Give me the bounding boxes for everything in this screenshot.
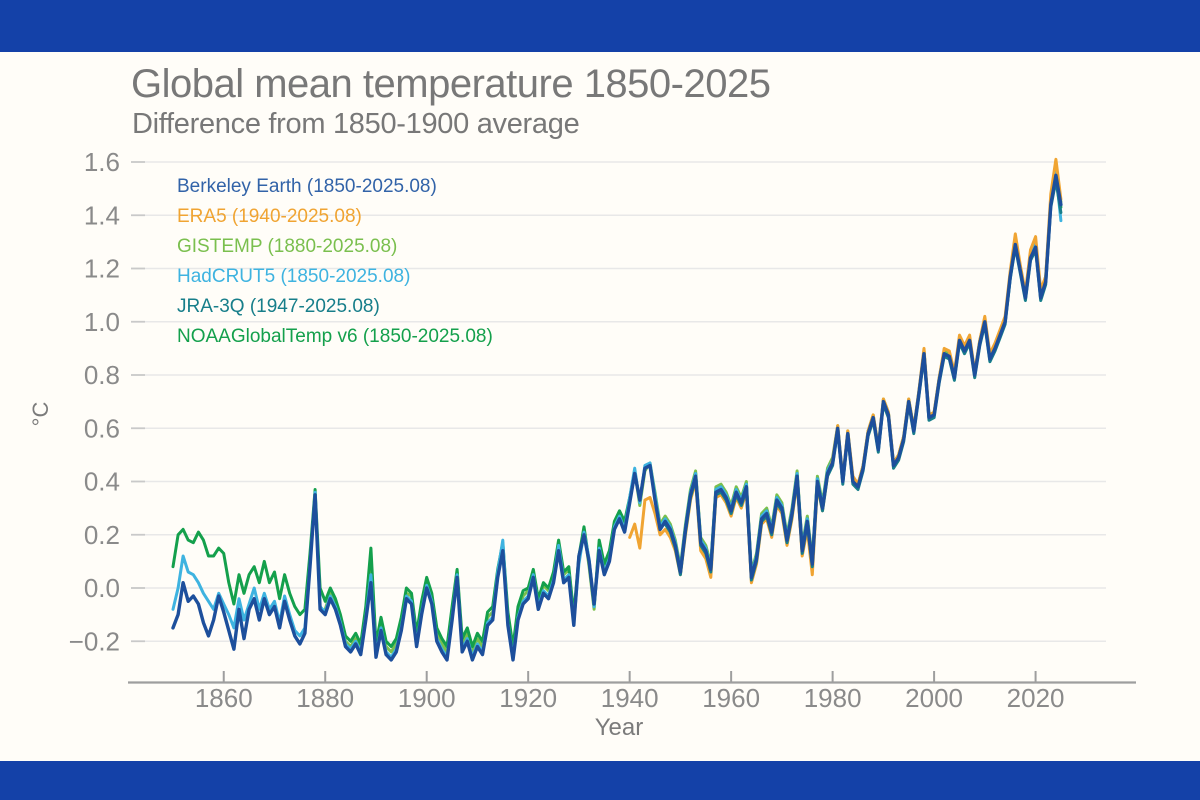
series-line-berkeley	[171, 173, 1063, 662]
y-axis-label: °C	[28, 402, 53, 427]
x-tick-label: 1920	[499, 683, 557, 713]
bottom-banner	[0, 761, 1200, 800]
y-tick-label: 1.4	[84, 200, 120, 230]
x-tick-label: 1940	[601, 683, 659, 713]
y-tick-label: 1.0	[84, 307, 120, 337]
axes	[128, 671, 1136, 684]
y-tick-label: 0.2	[84, 520, 120, 550]
chart-title: Global mean temperature 1850-2025	[131, 62, 771, 106]
gridlines	[131, 161, 1106, 643]
x-tick-label: 1860	[195, 683, 253, 713]
y-tick-label: −0.2	[69, 626, 120, 656]
series-lines	[171, 157, 1063, 662]
x-tick-label: 1900	[398, 683, 456, 713]
legend-item-gistemp: GISTEMP (1880-2025.08)	[177, 236, 398, 257]
x-axis-label: Year	[595, 714, 644, 741]
x-tick-label: 2000	[905, 683, 963, 713]
axis-text: 1.6 1.4 1.2 1.0 0.8 0.6 0.4 0.2 0.0 −0.2 1860 1880 1…	[69, 147, 1065, 713]
series-line-era5	[628, 157, 1063, 585]
y-tick-label: 0.6	[84, 413, 120, 443]
legend-item-jra3q: JRA-3Q (1947-2025.08)	[177, 296, 380, 317]
chart-legend: Berkeley Earth (1850-2025.08) ERA5 (1940-…	[177, 172, 493, 352]
x-tick-label: 2020	[1007, 683, 1065, 713]
legend-item-noaa: NOAAGlobalTemp v6 (1850-2025.08)	[177, 326, 493, 347]
x-tick-label: 1980	[804, 683, 862, 713]
y-tick-label: 1.2	[84, 254, 120, 284]
legend-item-berkeley: Berkeley Earth (1850-2025.08)	[177, 176, 437, 197]
legend-item-era5: ERA5 (1940-2025.08)	[177, 206, 362, 227]
x-tick-label: 1960	[702, 683, 760, 713]
x-tick-label: 1880	[296, 683, 354, 713]
series-line-jra3q	[663, 179, 1063, 582]
y-tick-label: 1.6	[84, 147, 120, 177]
y-tick-label: 0.4	[84, 467, 120, 497]
legend-item-hadcrut5: HadCRUT5 (1850-2025.08)	[177, 266, 411, 287]
top-banner	[0, 0, 1200, 52]
chart-subtitle: Difference from 1850-1900 average	[132, 108, 580, 140]
y-tick-label: 0.0	[84, 573, 120, 603]
y-tick-label: 0.8	[84, 360, 120, 390]
